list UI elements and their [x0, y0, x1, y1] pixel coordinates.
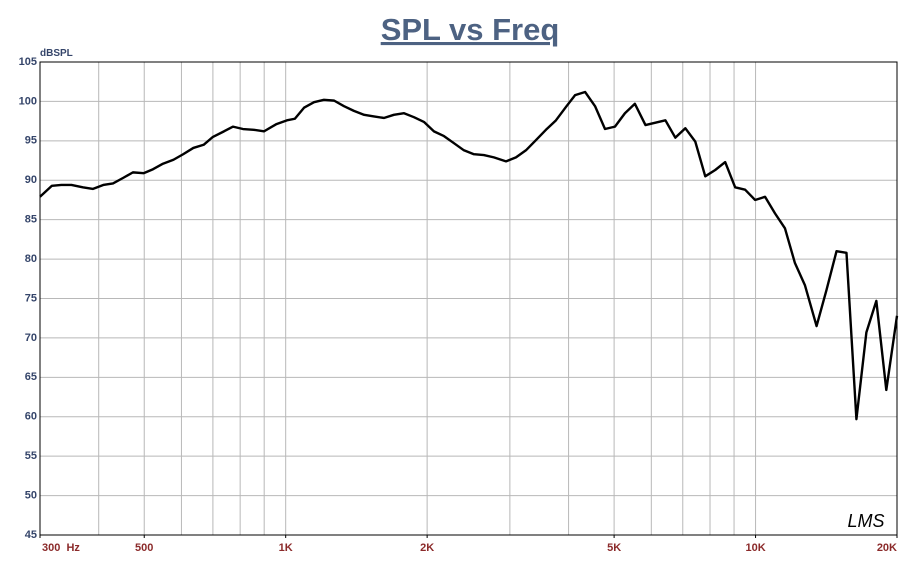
y-tick-label: 70	[25, 332, 37, 344]
grid	[40, 61, 897, 536]
x-tick-label: 1K	[279, 542, 293, 554]
plot-frame	[39, 61, 898, 536]
x-tick-label: 20K	[877, 542, 897, 554]
x-tick-label: 300 Hz	[42, 542, 80, 554]
y-tick-label: 90	[25, 174, 37, 186]
y-tick-label: 65	[25, 371, 37, 383]
y-tick-label: 80	[25, 253, 37, 265]
x-tick-label: 500	[135, 542, 153, 554]
y-tick-label: 60	[25, 411, 37, 423]
series-line	[39, 90, 899, 421]
y-tick-label: 105	[19, 56, 37, 68]
y-tick-label: 95	[25, 135, 37, 147]
y-tick-label: 45	[25, 529, 37, 541]
y-tick-label: 50	[25, 489, 37, 501]
y-tick-label: 55	[25, 450, 37, 462]
x-tick-label: 5K	[607, 542, 621, 554]
x-tick-label: 2K	[420, 542, 434, 554]
y-axis-label: dBSPL	[40, 48, 73, 59]
y-tick-label: 100	[19, 95, 37, 107]
chart-title: SPL vs Freq	[381, 12, 560, 47]
y-tick-label: 75	[25, 292, 37, 304]
x-tick-label: 10K	[745, 542, 765, 554]
logo: LMS	[847, 511, 884, 531]
y-tick-label: 85	[25, 214, 37, 226]
